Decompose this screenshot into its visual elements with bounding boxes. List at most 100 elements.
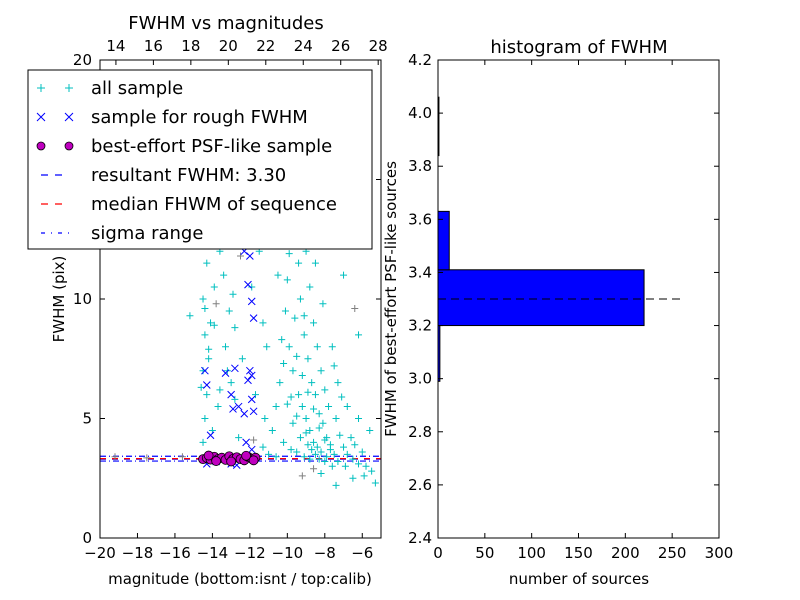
histogram-bar — [437, 210, 450, 271]
data-point-x — [201, 366, 209, 375]
y-tick-label: 20 — [73, 51, 92, 69]
data-point-plus — [296, 295, 304, 303]
data-point-plus — [287, 393, 295, 401]
data-point-plus — [343, 450, 351, 458]
data-point-plus — [338, 393, 346, 401]
x-tick-label: 300 — [705, 544, 734, 562]
legend-label: all sample — [91, 78, 183, 99]
data-point-plus — [317, 367, 325, 375]
legend-circle-icon — [64, 141, 74, 151]
data-point-plus — [186, 312, 194, 320]
legend-x-icon — [64, 112, 74, 122]
data-point-x — [247, 395, 256, 404]
data-point-plus — [212, 300, 220, 308]
data-point-plus — [295, 259, 303, 267]
data-point-plus — [321, 458, 329, 466]
data-point-plus — [197, 383, 205, 391]
data-point-plus — [325, 403, 333, 411]
data-point-plus — [332, 481, 340, 489]
legend: all sample sample for rough FWHM best-effo… — [27, 69, 373, 250]
data-point-plus — [231, 395, 239, 403]
data-point-plus — [366, 426, 374, 434]
data-point-plus — [229, 290, 237, 298]
top-x-tick-label: 22 — [256, 37, 275, 55]
data-point-plus — [259, 443, 267, 451]
data-point-plus — [210, 321, 218, 329]
data-point-plus — [368, 467, 376, 475]
data-point-plus — [311, 259, 319, 267]
data-point-x — [246, 366, 254, 375]
legend-item: sample for rough FWHM — [36, 107, 308, 128]
data-point-plus — [321, 436, 329, 444]
data-point-plus — [296, 434, 304, 442]
data-point-plus — [310, 319, 318, 327]
data-point-plus — [326, 446, 334, 454]
data-point-x — [249, 314, 258, 322]
scatter-axes: −20 −18 −16 −14 −12 −10 −8 −6 14 16 18 20 22 24 26 28 0 5… — [73, 37, 388, 562]
x-tick-label: −12 — [234, 544, 266, 562]
top-x-tick-label: 18 — [181, 37, 200, 55]
legend-item: sigma range — [41, 223, 203, 244]
data-point-plus — [222, 343, 230, 351]
legend-label: median FHWM of sequence — [91, 194, 337, 215]
data-point-plus — [259, 319, 267, 327]
data-point-x — [247, 371, 256, 380]
data-point-plus — [328, 343, 336, 351]
legend-label: best-effort PSF-like sample — [91, 136, 332, 157]
data-point-plus — [298, 472, 306, 480]
data-point-plus — [201, 331, 209, 339]
data-point-plus — [304, 355, 312, 363]
y-tick-label: 2.8 — [408, 423, 432, 441]
data-point-plus — [248, 283, 256, 291]
x-tick-label: 100 — [517, 544, 546, 562]
data-point-plus — [308, 446, 316, 454]
histogram-ylabel: FWHM of best-effort PSF-like sources — [382, 161, 400, 437]
x-tick-label: −6 — [351, 544, 373, 562]
top-x-tick-label: 26 — [331, 37, 350, 55]
legend-item: best-effort PSF-like sample — [36, 136, 332, 157]
data-point-plus — [293, 448, 301, 456]
scatter-xlabel: magnitude (bottom:isnt / top:calib) — [108, 570, 372, 588]
data-point-plus — [216, 386, 224, 394]
data-point-x — [202, 381, 211, 389]
legend-x-icon — [36, 112, 46, 122]
data-point-x — [221, 369, 230, 377]
data-point-plus — [336, 431, 344, 439]
data-point-plus — [300, 453, 308, 461]
y-tick-label: 4.2 — [408, 51, 432, 69]
data-point-x — [231, 364, 239, 373]
data-point-plus — [298, 403, 306, 411]
data-point-plus — [341, 462, 349, 470]
x-tick-label: 150 — [564, 544, 593, 562]
data-point-x — [244, 376, 252, 385]
data-point-plus — [311, 450, 319, 458]
data-point-plus — [300, 312, 308, 320]
data-point-plus — [295, 391, 303, 399]
data-point-plus — [310, 438, 318, 446]
data-point-plus — [227, 379, 235, 387]
data-point-plus — [287, 446, 295, 454]
data-point-plus — [280, 438, 288, 446]
data-point-circle — [248, 455, 259, 466]
data-point-plus — [371, 479, 379, 487]
x-tick-label: −14 — [197, 544, 229, 562]
data-point-plus — [319, 300, 327, 308]
y-tick-label: 2.6 — [408, 476, 432, 494]
x-tick-label: 200 — [611, 544, 640, 562]
data-point-plus — [201, 415, 209, 422]
y-tick-label: 3.6 — [408, 210, 432, 228]
data-point-plus — [310, 465, 318, 473]
data-point-plus — [276, 379, 284, 387]
data-point-plus — [235, 434, 243, 442]
data-point-plus — [362, 462, 370, 470]
data-point-plus — [214, 403, 222, 411]
data-point-plus — [274, 271, 282, 279]
legend-label: sample for rough FWHM — [91, 107, 308, 128]
x-tick-label: −20 — [84, 544, 116, 562]
data-point-x — [244, 280, 252, 289]
data-point-plus — [302, 429, 310, 437]
legend-plus-icon — [65, 84, 73, 92]
data-point-plus — [349, 474, 357, 482]
histogram-title: histogram of FWHM — [490, 37, 667, 58]
